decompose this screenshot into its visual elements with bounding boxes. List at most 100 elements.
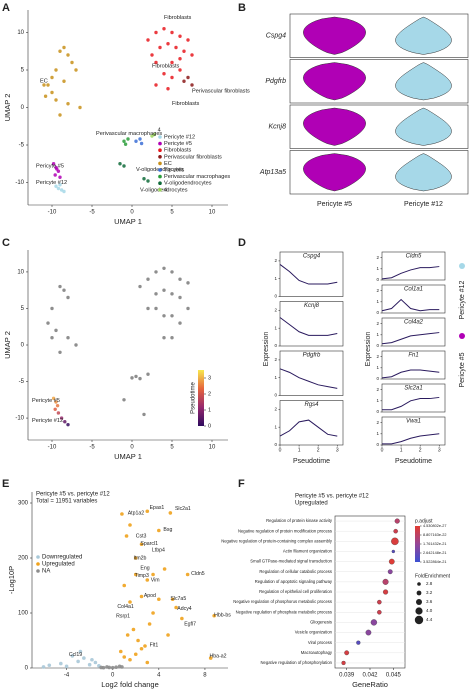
cell-point <box>162 27 166 31</box>
cell-point <box>166 87 170 91</box>
annotation: Apod <box>144 593 156 599</box>
y-tick-label: 0 <box>274 294 277 299</box>
cell-point <box>178 34 182 38</box>
y-tick-label: 100 <box>18 611 29 617</box>
y-tick-label: 0 <box>21 343 25 349</box>
chart-subtitle: Upregulated <box>295 501 328 507</box>
gene-point <box>76 659 80 664</box>
panel-label: E <box>2 478 9 490</box>
category-label: Negative regulation of phosphate metabol… <box>236 609 332 614</box>
cell-point <box>138 137 142 141</box>
category-label: Negative regulation of protein-containin… <box>221 538 333 543</box>
dot <box>341 660 346 666</box>
gene-point <box>168 511 173 515</box>
gene-point <box>166 633 170 637</box>
cell-point <box>190 83 194 87</box>
annotation: Fibroblasts <box>164 15 192 21</box>
size-legend-tick-label: 4.0 <box>426 608 433 613</box>
gene-label: Slc2a1 <box>404 386 422 392</box>
y-tick-label: 1 <box>274 424 277 429</box>
gene-point <box>128 600 132 604</box>
category-label: Regulation of cellular catabolic process <box>259 569 332 574</box>
size-legend-tick-label: 2.8 <box>426 581 433 586</box>
x-tick-label: 0 <box>279 447 282 453</box>
dot <box>344 650 350 656</box>
annotation: Eng <box>140 565 149 571</box>
annotation: Sparcl1 <box>140 541 158 547</box>
category-label: Regulation of protein kinase activity <box>266 518 333 523</box>
y-tick-label: 2 <box>376 288 379 293</box>
cell-point <box>66 422 70 427</box>
annotation: 4 <box>158 127 161 133</box>
annotation: Pericyte #5 <box>36 163 64 169</box>
cell-point <box>54 328 58 333</box>
violin <box>395 16 452 55</box>
gene-label: Cspg4 <box>266 33 286 40</box>
cell-point <box>55 167 59 171</box>
subplot-frame <box>279 301 344 347</box>
cell-point <box>62 189 66 194</box>
gene-point <box>185 572 190 577</box>
cell-point <box>130 376 134 380</box>
cell-point <box>170 30 174 35</box>
cell-point <box>54 184 58 188</box>
y-tick-label: 300 <box>18 501 29 507</box>
subplot-frame <box>279 251 344 297</box>
cell-point <box>146 372 150 376</box>
x-tick-label: 0.039 <box>339 673 355 679</box>
x-tick-label: -10 <box>48 210 57 216</box>
dot <box>365 629 372 636</box>
cell-point <box>46 321 50 325</box>
annotation: Cst3 <box>136 533 147 539</box>
gene-point <box>87 662 92 667</box>
cell-point <box>146 306 150 311</box>
gene-point <box>170 597 175 602</box>
dot <box>391 537 399 546</box>
colorbar-tick-label: 1.761432e-21 <box>423 542 446 546</box>
colorbar-tick-label: 0 <box>208 423 211 429</box>
cell-point <box>54 400 58 404</box>
annotation: Vim <box>151 577 160 583</box>
gene-label: Cspg4 <box>303 254 321 260</box>
cell-point <box>178 295 182 300</box>
cell-point <box>154 30 158 35</box>
cell-point <box>186 75 190 80</box>
size-legend-dot <box>416 590 422 596</box>
annotation: Fibroblasts <box>172 101 200 107</box>
gene-point <box>82 656 86 660</box>
cell-point <box>53 173 57 177</box>
subplot-frame <box>381 416 446 446</box>
cell-point <box>50 75 54 80</box>
cell-point <box>51 162 56 166</box>
y-tick-label: -5 <box>19 143 25 149</box>
x-tick-label: 0 <box>381 447 384 453</box>
cell-point <box>42 83 46 87</box>
cell-point <box>142 412 146 417</box>
gene-point <box>122 655 127 659</box>
violin <box>303 62 366 101</box>
violin-row <box>289 59 469 104</box>
cell-point <box>142 177 146 181</box>
legend-label: Pericyte #5 <box>164 141 192 147</box>
cell-point <box>122 139 126 143</box>
panel-label: A <box>2 2 10 14</box>
annotation: Pericyte #5 <box>32 398 60 404</box>
legend-swatch <box>158 135 162 139</box>
y-tick-label: 0 <box>376 310 379 315</box>
trend-line <box>381 298 440 312</box>
colorbar <box>198 370 204 426</box>
gene-point <box>118 649 123 654</box>
x-tick-label: 10 <box>209 210 216 216</box>
legend-label: Pericyte #5 <box>459 352 466 387</box>
x-tick-label: 0 <box>111 673 115 679</box>
cell-point <box>138 376 142 381</box>
legend-swatch <box>36 569 40 573</box>
cell-point <box>150 53 154 57</box>
x-tick-label: -4 <box>64 673 70 679</box>
category-label: Regulation of apoptotic signaling pathwa… <box>255 579 333 584</box>
cell-point <box>122 164 126 168</box>
colorbar-tick-label: 2 <box>208 391 211 397</box>
colorbar <box>415 526 420 562</box>
cell-point <box>170 60 174 65</box>
cell-point <box>50 306 54 311</box>
